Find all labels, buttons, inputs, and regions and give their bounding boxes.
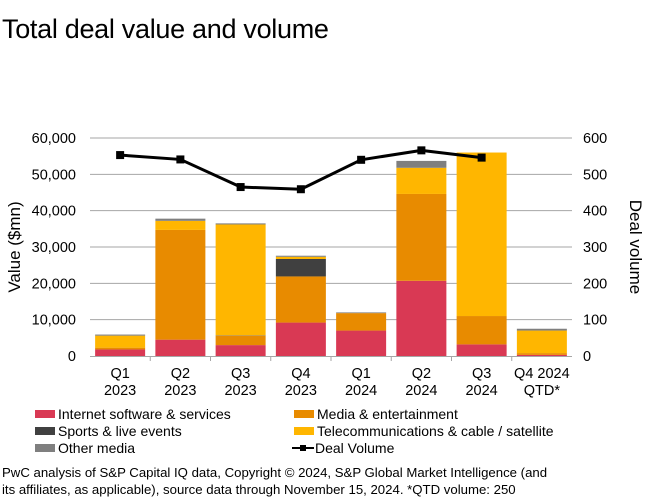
y2-tick-label: 600 <box>583 131 607 147</box>
x-tick-label: 2024 <box>345 383 377 399</box>
x-tick-label: 2023 <box>285 383 317 399</box>
bar-segment <box>95 335 146 348</box>
bar-segment <box>95 334 146 336</box>
bar-segment <box>155 229 206 340</box>
bar-segment <box>95 347 146 350</box>
y-tick-label: 10,000 <box>32 313 76 329</box>
x-tick-label: Q1 <box>110 366 129 382</box>
bar-segment <box>215 345 266 356</box>
deal-volume-marker <box>296 185 305 194</box>
bar-segment <box>396 280 447 356</box>
deal-volume-marker <box>417 146 426 155</box>
x-tick-label: Q3 <box>231 366 250 382</box>
x-tick-label: Q2 <box>412 366 431 382</box>
legend-swatch <box>35 444 55 452</box>
legend-label: Other media <box>58 440 136 456</box>
bar-segment <box>336 330 387 356</box>
legend-swatch <box>294 410 314 418</box>
bar-segment <box>275 256 326 259</box>
chart: 0 10,000 20,000 30,000 40,000 50,000 60,000 0 10… <box>5 131 645 399</box>
y2-tick-label: 500 <box>583 167 607 183</box>
legend-label: Telecommunications & cable / satellite <box>317 423 554 439</box>
bar-segment <box>516 353 567 355</box>
legend-item-media: Media & entertainment <box>294 406 458 422</box>
legend-label: Internet software & services <box>58 406 231 422</box>
bar-segment <box>516 330 567 354</box>
deal-volume-marker <box>236 183 245 192</box>
y-axis-title: Value ($mn) <box>5 201 24 292</box>
bar-segment <box>275 276 326 323</box>
bar-segment <box>215 335 266 346</box>
deal-volume-marker <box>477 153 486 162</box>
y-tick-label: 20,000 <box>32 276 76 292</box>
bar-segment <box>456 316 507 345</box>
bar-segment <box>336 313 387 331</box>
x-tick-label: 2023 <box>164 383 196 399</box>
x-tick-label: 2023 <box>224 383 256 399</box>
y2-tick-label: 400 <box>583 204 607 220</box>
bar-segment <box>396 160 447 168</box>
x-tick-label: Q2 <box>171 366 190 382</box>
bar-segment <box>215 224 266 336</box>
legend-swatch <box>35 427 55 435</box>
bar-segment <box>456 152 507 317</box>
y-tick-label: 50,000 <box>32 167 76 183</box>
bar-segment <box>516 354 567 356</box>
footnote-line: its affiliates, as applicable), source d… <box>2 481 516 497</box>
deal-volume-marker <box>176 155 185 164</box>
deal-volume-marker <box>116 151 125 160</box>
bar-segment <box>155 218 206 221</box>
y2-tick-label: 300 <box>583 240 607 256</box>
legend-item-sports: Sports & live events <box>35 423 182 439</box>
bar-segment <box>275 255 326 257</box>
bar-segment <box>155 220 206 230</box>
x-tick-label: 2024 <box>465 383 497 399</box>
y2-tick-label: 100 <box>583 313 607 329</box>
bar-segment <box>95 349 146 356</box>
legend-label: Sports & live events <box>58 423 182 439</box>
y2-axis-title: Deal volume <box>626 200 645 295</box>
chart-title: Total deal value and volume <box>2 14 329 44</box>
bar-segment <box>516 328 567 331</box>
x-tick-label: 2024 <box>405 383 437 399</box>
deal-volume-marker <box>357 155 366 164</box>
footnote-line: PwC analysis of S&P Capital IQ data, Cop… <box>2 465 548 480</box>
bar-segment <box>155 339 206 356</box>
bar-segment <box>275 258 326 277</box>
y-tick-label: 0 <box>68 349 76 365</box>
legend-item-deal-volume: Deal Volume <box>292 440 394 456</box>
legend-swatch <box>35 410 55 418</box>
footnote: PwC analysis of S&P Capital IQ data, Cop… <box>2 465 652 498</box>
legend-label: Media & entertainment <box>317 406 458 422</box>
y2-tick-label: 0 <box>583 349 591 365</box>
legend-item-other: Other media <box>35 440 135 456</box>
y-tick-label: 60,000 <box>32 131 76 147</box>
x-tick-label: Q1 <box>351 366 370 382</box>
bar-segment <box>396 167 447 194</box>
x-tick-label: Q3 <box>472 366 491 382</box>
bar-segment <box>456 344 507 356</box>
bar-segment <box>396 193 447 281</box>
bar-segment <box>215 223 266 225</box>
x-tick-label: 2023 <box>104 383 136 399</box>
legend-item-internet: Internet software & services <box>35 406 231 422</box>
bar-segment <box>336 312 387 314</box>
x-tick-label: Q4 2024 <box>514 366 570 382</box>
legend-line-marker-icon <box>292 443 314 453</box>
legend-swatch <box>294 427 314 435</box>
y-tick-label: 40,000 <box>32 204 76 220</box>
y2-tick-label: 200 <box>583 276 607 292</box>
bar-segment <box>275 322 326 356</box>
y-tick-label: 30,000 <box>32 240 76 256</box>
x-tick-label: Q4 <box>291 366 310 382</box>
x-tick-label: QTD* <box>524 383 561 399</box>
legend-label: Deal Volume <box>315 440 395 456</box>
legend-item-telecom: Telecommunications & cable / satellite <box>294 423 554 439</box>
